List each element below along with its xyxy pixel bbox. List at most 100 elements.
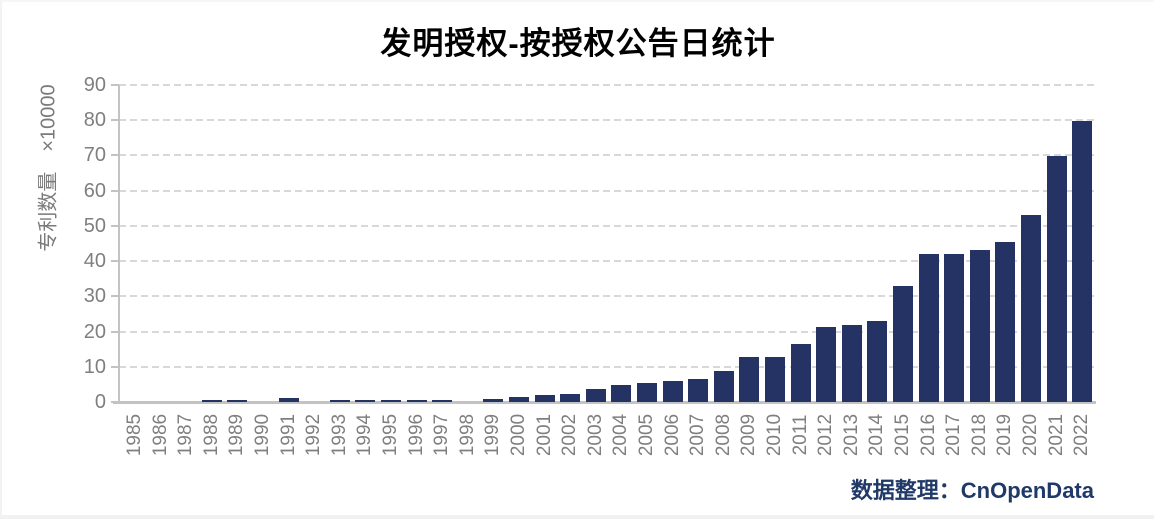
x-tick-label: 1985	[124, 413, 145, 457]
y-axis-tick	[111, 154, 119, 157]
x-tick-label: 2011	[789, 414, 811, 456]
footer-credit-label: 数据整理：	[850, 478, 961, 503]
gridline	[119, 365, 1094, 368]
y-axis-title: 专利数量 ×10000	[37, 84, 60, 252]
x-tick-label: 2005	[636, 413, 657, 457]
bar	[227, 399, 248, 402]
x-tick-label: 1986	[149, 413, 171, 457]
bar	[278, 397, 299, 402]
bar	[969, 250, 990, 402]
y-axis-line	[118, 85, 120, 404]
gridline	[119, 224, 1094, 227]
x-tick-label: 2020	[1020, 413, 1041, 457]
bar	[918, 254, 939, 402]
y-tick-label: 50	[83, 214, 106, 237]
x-tick-label: 2018	[968, 413, 990, 457]
y-axis-tick	[111, 260, 119, 263]
bar	[867, 320, 888, 402]
y-axis-tick	[111, 330, 119, 333]
y-axis-tick	[111, 189, 119, 192]
bar	[1021, 215, 1041, 402]
bar	[688, 379, 709, 402]
y-axis-tick	[111, 295, 119, 298]
gridline	[119, 330, 1094, 333]
gridline	[119, 119, 1094, 122]
bar	[611, 384, 632, 402]
y-tick-label: 30	[83, 285, 106, 308]
chart-title: 发明授权-按授权公告日统计	[380, 26, 776, 61]
bar	[765, 357, 785, 402]
y-axis-tick	[111, 365, 119, 368]
x-tick-label: 2013	[840, 413, 862, 457]
bar	[201, 399, 222, 402]
x-tick-label: 2014	[866, 413, 888, 457]
bar	[381, 399, 401, 402]
y-axis-tick	[111, 84, 119, 86]
bar	[585, 388, 606, 402]
x-tick-label: 2019	[994, 413, 1016, 457]
x-tick-label: 1987	[175, 413, 197, 457]
x-tick-label: 2015	[892, 413, 913, 457]
x-tick-label: 1995	[380, 413, 401, 457]
x-tick-label: 1991	[277, 413, 299, 457]
bar	[739, 357, 760, 402]
bar	[509, 396, 529, 402]
y-tick-label: 70	[83, 144, 106, 167]
x-tick-label: 2012	[815, 413, 837, 457]
bar	[995, 242, 1016, 402]
x-tick-label: 2010	[764, 413, 785, 457]
x-tick-label: 2016	[917, 413, 939, 457]
bar	[406, 399, 427, 402]
bar	[1046, 156, 1067, 402]
y-tick-label: 40	[83, 250, 106, 273]
bar	[713, 370, 734, 402]
x-tick-label: 2022	[1071, 413, 1093, 457]
bar	[355, 399, 376, 402]
x-tick-label: 2004	[610, 413, 632, 457]
bar	[1072, 120, 1093, 402]
x-tick-label: 1996	[405, 413, 427, 457]
gridline	[119, 84, 1094, 86]
bar	[432, 399, 453, 402]
footer-credit: 数据整理：CnOpenData	[851, 473, 1094, 505]
x-axis-line	[113, 401, 1096, 404]
bar	[637, 383, 657, 402]
y-tick-label: 60	[83, 179, 106, 202]
gridline	[119, 154, 1094, 157]
bar	[329, 399, 350, 402]
x-tick-label: 1992	[303, 413, 325, 457]
y-tick-label: 0	[94, 391, 106, 413]
x-tick-label: 2002	[559, 413, 581, 457]
bar	[662, 380, 683, 402]
gridline	[119, 189, 1094, 192]
bar	[483, 399, 504, 402]
bar	[816, 326, 837, 402]
x-tick-label: 2007	[687, 413, 709, 457]
x-tick-label: 1989	[226, 413, 248, 457]
x-tick-label: 2008	[712, 413, 734, 457]
y-tick-label: 10	[83, 355, 106, 378]
gridline	[119, 295, 1094, 298]
bar	[534, 394, 555, 402]
y-tick-label: 20	[83, 320, 106, 343]
x-tick-label: 2000	[508, 413, 529, 457]
y-axis-tick	[111, 224, 119, 227]
x-tick-label: 1990	[252, 413, 273, 457]
y-axis-tick	[111, 119, 119, 122]
bar	[944, 254, 965, 402]
y-tick-label: 80	[83, 109, 106, 132]
x-tick-label: 2009	[738, 413, 760, 457]
x-tick-label: 1997	[431, 413, 453, 457]
x-tick-label: 1999	[482, 413, 504, 457]
footer-credit-source: CnOpenData	[960, 478, 1094, 503]
x-tick-label: 2001	[533, 413, 555, 457]
x-tick-label: 2003	[584, 413, 606, 457]
bar	[841, 324, 862, 402]
x-tick-label: 2021	[1045, 413, 1067, 457]
y-tick-label: 90	[83, 74, 106, 96]
x-tick-label: 1998	[456, 413, 478, 457]
x-tick-label: 1993	[328, 413, 350, 457]
bar	[893, 285, 913, 402]
